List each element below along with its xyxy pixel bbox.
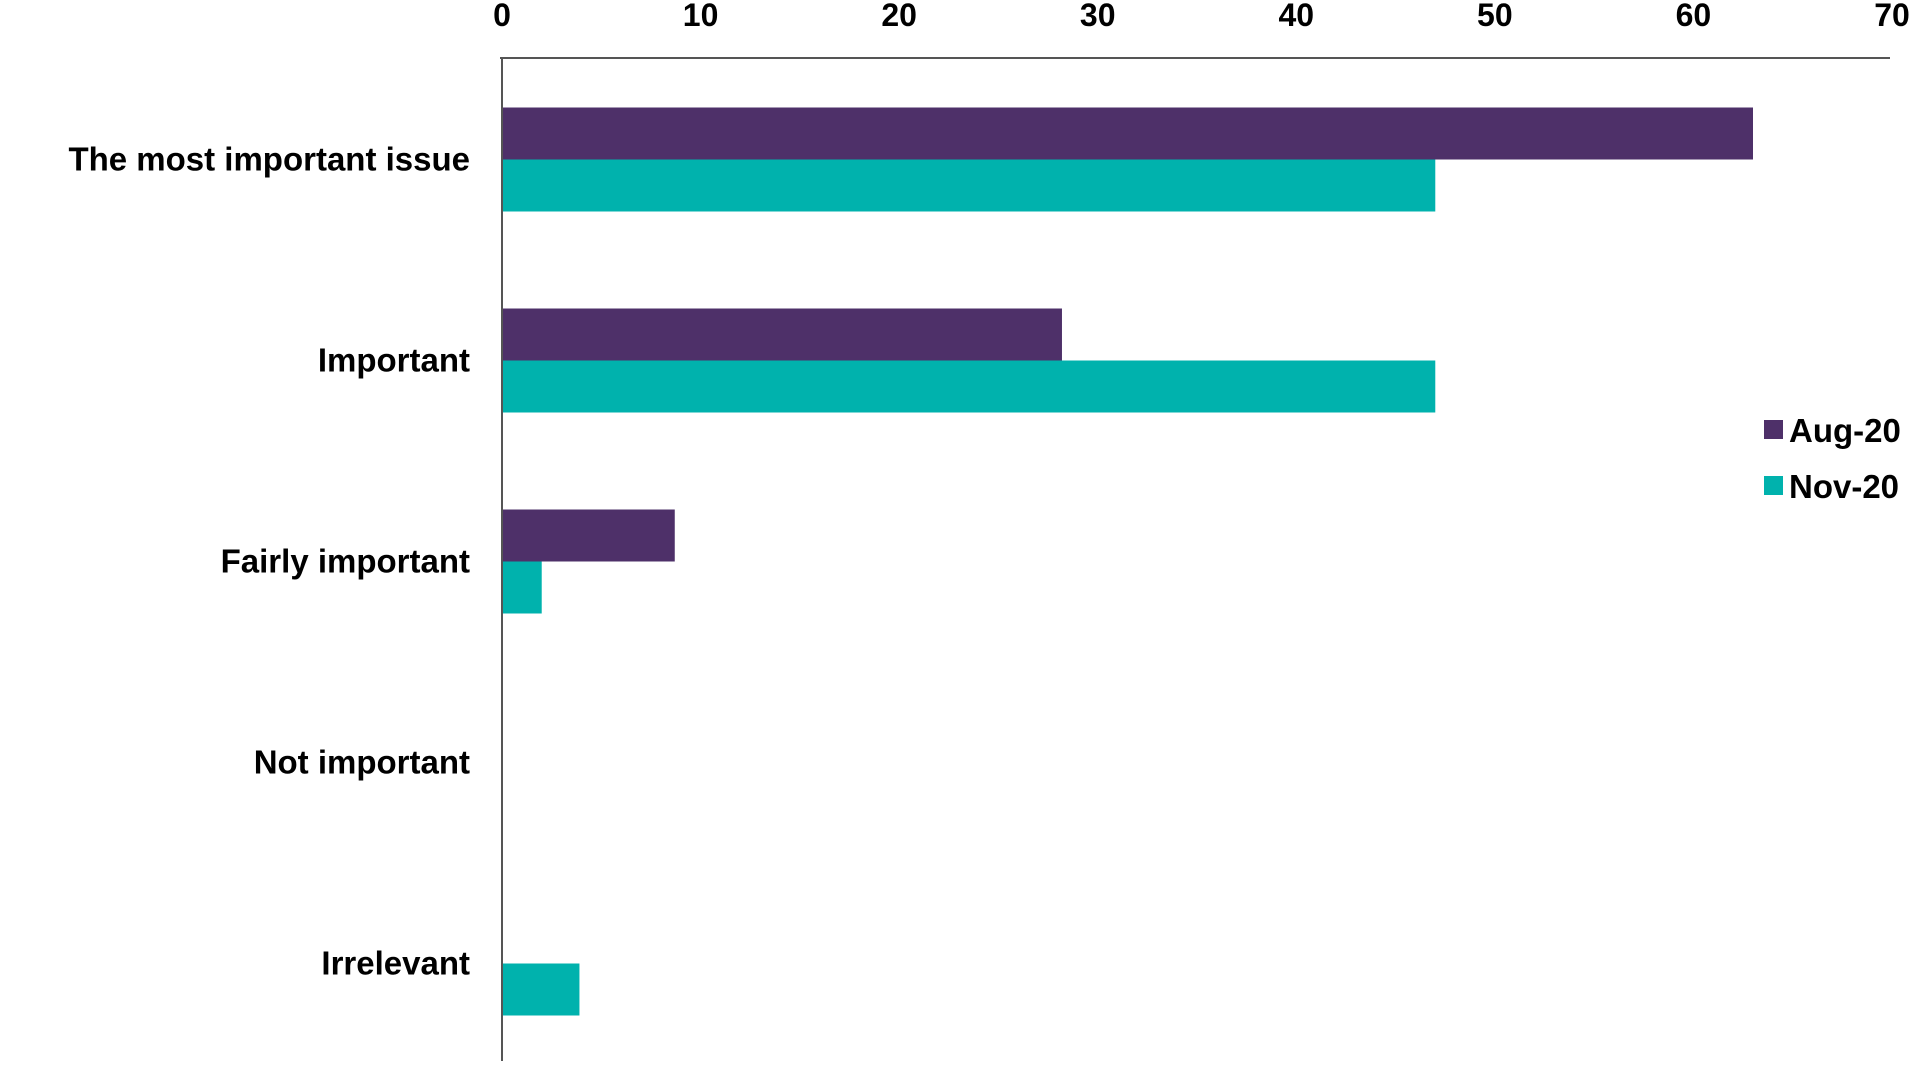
bar-nov-20-irrelevant xyxy=(503,963,580,1016)
x-axis: 0 10 20 30 40 50 60 70 xyxy=(493,0,1910,59)
bar-nov-20-important xyxy=(503,360,1436,413)
bars xyxy=(503,107,1753,1016)
legend-swatch-aug-20 xyxy=(1764,420,1783,439)
category-label: Irrelevant xyxy=(321,945,470,982)
legend: Aug-20 Nov-20 xyxy=(1764,412,1901,505)
x-tick-labels: 0 10 20 30 40 50 60 70 xyxy=(493,0,1910,33)
x-tick-label: 60 xyxy=(1676,0,1712,33)
category-label: Not important xyxy=(254,744,470,781)
x-tick-label: 50 xyxy=(1477,0,1513,33)
category-labels: The most important issue Important Fairly … xyxy=(68,141,470,982)
bar-aug-20-fairly-important xyxy=(503,509,675,562)
legend-label: Nov-20 xyxy=(1789,468,1899,505)
legend-label: Aug-20 xyxy=(1789,412,1901,449)
x-tick-label: 20 xyxy=(881,0,917,33)
bar-aug-20-the-most-important-issue xyxy=(503,107,1753,160)
x-tick-label: 10 xyxy=(683,0,719,33)
category-label: Fairly important xyxy=(221,543,470,580)
x-tick-label: 0 xyxy=(493,0,511,33)
category-label: The most important issue xyxy=(68,141,470,178)
bar-nov-20-fairly-important xyxy=(503,561,542,614)
bar-aug-20-important xyxy=(503,308,1062,361)
x-tick-label: 30 xyxy=(1080,0,1116,33)
y-axis: The most important issue Important Fairly … xyxy=(68,58,503,1061)
category-label: Important xyxy=(318,342,470,379)
bar-nov-20-the-most-important-issue xyxy=(503,159,1436,212)
legend-swatch-nov-20 xyxy=(1764,476,1783,495)
x-tick-label: 40 xyxy=(1278,0,1314,33)
x-tick-label: 70 xyxy=(1874,0,1910,33)
